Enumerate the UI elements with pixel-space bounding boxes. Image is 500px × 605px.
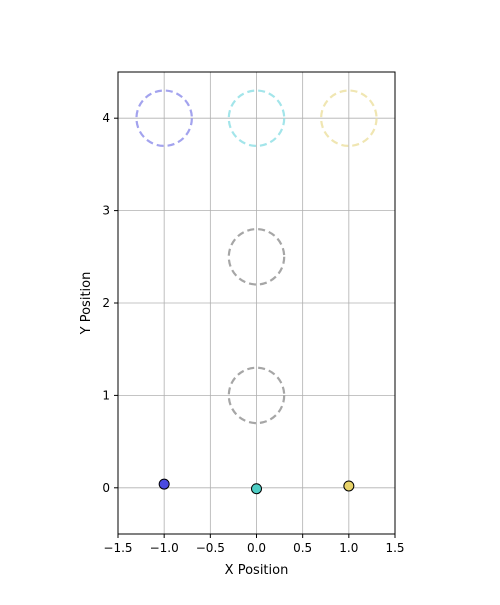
x-tick-label: 1.5	[385, 541, 404, 555]
data-point	[343, 480, 355, 492]
x-tick-label: 1.0	[339, 541, 358, 555]
data-point	[158, 478, 170, 490]
x-axis-label: X Position	[225, 563, 289, 578]
x-tick-label: −1.0	[150, 541, 179, 555]
x-tick-label: −1.5	[103, 541, 132, 555]
x-tick-label: −0.5	[196, 541, 225, 555]
y-tick-label: 4	[102, 111, 110, 125]
ticks: −1.5 −1.0 −0.5 0.0 0.5 1.0 1.5 0 1 2 3 4	[102, 111, 404, 555]
y-axis-label: Y Position	[79, 272, 94, 336]
y-tick-label: 3	[102, 204, 110, 218]
dashed-circle	[227, 366, 286, 425]
dashed-circle	[227, 89, 286, 148]
data-points	[158, 478, 355, 495]
dashed-circle	[135, 89, 193, 148]
data-point	[251, 483, 262, 495]
y-tick-label: 2	[102, 296, 110, 310]
x-tick-label: 0.5	[293, 541, 312, 555]
dashed-circle	[227, 227, 286, 286]
y-tick-label: 0	[102, 481, 110, 495]
grid	[117, 72, 396, 534]
dashed-circles	[135, 89, 378, 425]
x-tick-label: 0.0	[247, 541, 266, 555]
y-tick-label: 1	[102, 388, 110, 402]
